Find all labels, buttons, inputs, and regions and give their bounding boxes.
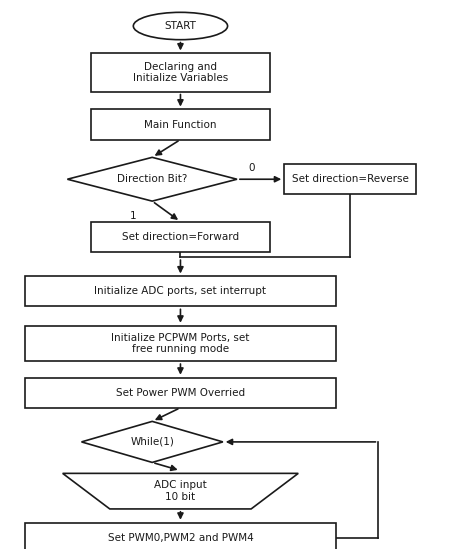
Text: 1: 1 bbox=[130, 211, 137, 221]
Polygon shape bbox=[82, 421, 223, 463]
Polygon shape bbox=[67, 157, 237, 201]
Text: Set PWM0,PWM2 and PWM4: Set PWM0,PWM2 and PWM4 bbox=[108, 532, 253, 543]
Text: While(1): While(1) bbox=[130, 437, 174, 447]
Text: ADC input
10 bit: ADC input 10 bit bbox=[154, 480, 207, 502]
FancyBboxPatch shape bbox=[25, 326, 336, 361]
FancyBboxPatch shape bbox=[91, 222, 270, 252]
FancyBboxPatch shape bbox=[91, 53, 270, 92]
Text: Initialize ADC ports, set interrupt: Initialize ADC ports, set interrupt bbox=[94, 287, 266, 296]
Text: Direction Bit?: Direction Bit? bbox=[117, 174, 187, 184]
Text: Set direction=Forward: Set direction=Forward bbox=[122, 232, 239, 241]
Text: Set direction=Reverse: Set direction=Reverse bbox=[292, 174, 409, 184]
Text: Main Function: Main Function bbox=[144, 119, 217, 129]
Text: 0: 0 bbox=[249, 163, 255, 173]
FancyBboxPatch shape bbox=[284, 164, 416, 194]
FancyBboxPatch shape bbox=[25, 276, 336, 306]
Text: Set Power PWM Overried: Set Power PWM Overried bbox=[116, 388, 245, 398]
FancyBboxPatch shape bbox=[25, 522, 336, 550]
FancyBboxPatch shape bbox=[91, 109, 270, 140]
Text: Declaring and
Initialize Variables: Declaring and Initialize Variables bbox=[133, 62, 228, 84]
Ellipse shape bbox=[133, 12, 228, 40]
Polygon shape bbox=[63, 474, 298, 509]
FancyBboxPatch shape bbox=[25, 378, 336, 408]
Text: Initialize PCPWM Ports, set
free running mode: Initialize PCPWM Ports, set free running… bbox=[111, 333, 250, 354]
Text: START: START bbox=[164, 21, 196, 31]
